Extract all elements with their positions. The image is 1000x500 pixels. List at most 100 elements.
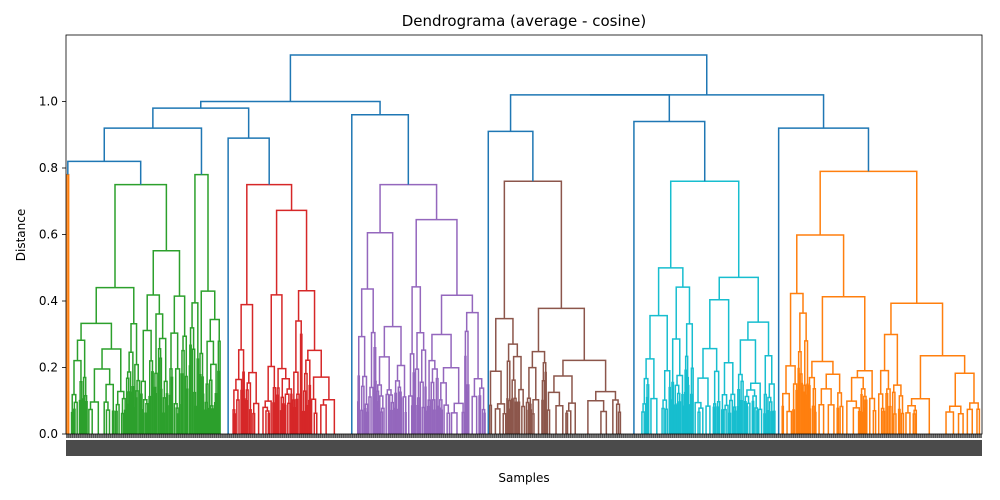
dendrogram-link: [657, 267, 684, 316]
dendrogram-link: [120, 412, 125, 434]
dendrogram-link: [668, 386, 672, 434]
dendrogram-link: [883, 333, 899, 386]
dendrogram-link: [681, 405, 685, 434]
dendrogram-link: [396, 408, 400, 434]
dendrogram-link: [293, 406, 296, 434]
dendrogram-link: [758, 408, 763, 434]
dendrogram-link: [820, 388, 832, 405]
dendrogram-link: [796, 234, 845, 297]
y-axis-label: Distance: [14, 209, 28, 261]
dendrogram-link: [723, 408, 727, 434]
y-tick-label: 0.2: [39, 361, 58, 375]
dendrogram-link: [105, 409, 111, 434]
dendrogram-link: [511, 398, 514, 434]
dendrogram-link: [687, 384, 690, 434]
dendrogram-link: [541, 399, 544, 434]
dendrogram-link: [148, 395, 152, 434]
dendrogram-link: [471, 395, 478, 434]
dendrogram-link: [211, 408, 215, 434]
dendrogram-link: [410, 405, 414, 434]
dendrogram-link: [281, 403, 285, 434]
dendrogram-link: [295, 398, 299, 434]
dendrogram-link: [302, 410, 306, 434]
dendrogram-link: [464, 355, 467, 434]
dendrogram-link: [746, 406, 749, 434]
dendrogram-link: [412, 372, 416, 434]
dendrogram-link: [567, 402, 576, 434]
dendrogram-link: [199, 352, 204, 378]
dendrogram-link: [709, 299, 730, 363]
dendrogram-link: [770, 411, 774, 434]
dendrogram-link: [818, 404, 825, 434]
dendrogram-link: [453, 402, 464, 413]
dendrogram-link: [114, 183, 168, 288]
dendrogram-link: [645, 396, 649, 434]
dendrogram-link: [114, 410, 118, 434]
dendrogram-link: [661, 407, 665, 434]
dendrogram-link: [650, 397, 658, 434]
dendrogram-link: [151, 371, 154, 434]
dendrogram-link: [553, 375, 573, 404]
dendrogram-link: [312, 376, 330, 400]
dendrogram-link: [233, 413, 237, 434]
dendrogram-link: [176, 413, 180, 434]
dendrogram-link: [152, 250, 181, 297]
dendrogram-link: [720, 409, 724, 434]
dendrogram-link: [836, 407, 840, 434]
dendrogram-link: [360, 288, 374, 337]
dendrogram-link: [860, 394, 863, 434]
dendrogram-link: [289, 54, 708, 102]
dendrogram-link: [374, 380, 377, 434]
dendrogram-link: [208, 407, 211, 434]
dendrogram-link: [379, 183, 438, 233]
dendrogram-link: [213, 410, 216, 434]
dendrogram-link: [426, 410, 429, 434]
dendrogram-link: [236, 399, 240, 434]
dendrogram-link: [320, 404, 327, 434]
dendrogram-link: [383, 325, 402, 366]
dendrogram-link: [804, 340, 809, 386]
dendrogram-link: [905, 412, 911, 434]
dendrogram-link: [864, 407, 867, 434]
dendrogram-link: [502, 412, 507, 434]
dendrogram-link: [377, 401, 380, 434]
dendrogram-link: [736, 406, 740, 434]
dendrogram-link: [132, 407, 135, 434]
dendrogram-link: [208, 379, 213, 409]
dendrogram-link: [795, 389, 798, 434]
plot-frame: [65, 34, 983, 435]
dendrogram-link: [313, 412, 318, 434]
dendrogram-link: [712, 406, 715, 434]
dendrogram-link: [819, 170, 918, 304]
dendrogram-link: [821, 295, 866, 371]
dendrogram-link: [446, 412, 451, 434]
dendrogram-link: [839, 405, 844, 434]
dendrogram-link: [404, 412, 407, 434]
dendrogram-link: [180, 403, 183, 434]
dendrogram-link: [756, 410, 759, 434]
chart-title: Dendrograma (average - cosine): [402, 12, 646, 30]
dendrogram-link: [240, 389, 243, 434]
dendrogram-link: [275, 394, 279, 434]
leaf-tick-labels-band: [66, 440, 982, 456]
dendrogram-link: [252, 412, 256, 434]
dendrogram-link: [890, 302, 944, 356]
dendrogram-link: [168, 405, 171, 434]
dendrogram-link: [170, 376, 174, 434]
dendrogram-link: [279, 410, 283, 434]
dendrogram-link: [170, 332, 179, 369]
dendrogram-link: [957, 412, 964, 434]
dendrogram-link: [641, 411, 645, 434]
dendrogram-link: [678, 401, 682, 434]
dendrogram-link: [673, 404, 677, 434]
dendrogram-link: [202, 393, 205, 434]
dendrogram-link: [565, 412, 569, 434]
dendrogram-link: [945, 411, 955, 434]
dendrogram-link: [804, 394, 807, 434]
dendrogram-link: [357, 335, 366, 377]
dendrogram-link: [506, 360, 511, 401]
y-tick-label: 0.4: [39, 294, 58, 308]
dendrogram-link: [546, 409, 551, 434]
dendrogram-link: [242, 398, 246, 434]
dendrogram-link: [130, 323, 138, 365]
